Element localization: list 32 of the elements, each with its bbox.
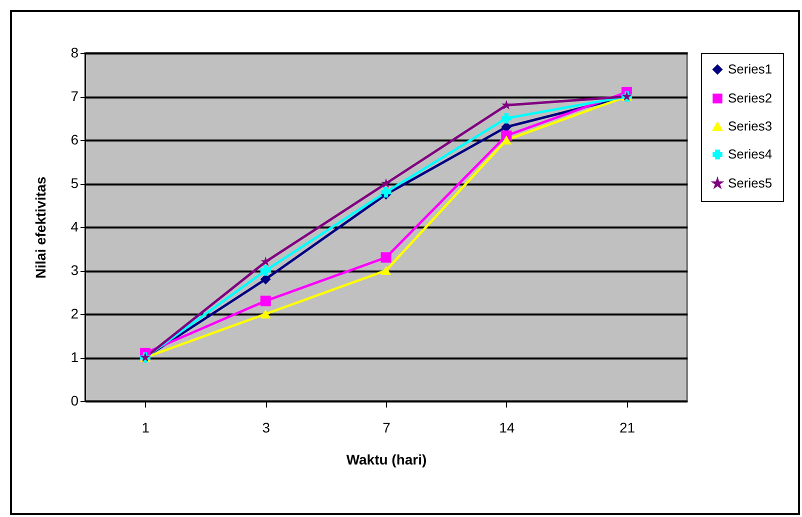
y-tick-label: 1 (70, 349, 79, 365)
point (260, 256, 271, 266)
legend-label: Series5 (728, 176, 772, 190)
point (501, 135, 512, 145)
y-tick-label: 0 (70, 392, 79, 408)
legend-label: Series3 (728, 118, 772, 134)
y-tick-label: 7 (70, 88, 79, 104)
point (260, 309, 271, 319)
point (260, 265, 271, 276)
point (501, 113, 512, 124)
y-tick-label: 2 (70, 306, 79, 322)
y-tick-label: 8 (70, 44, 79, 60)
x-tick-label: 1 (142, 420, 150, 436)
y-tick-label: 5 (70, 175, 79, 191)
x-tick-label: 3 (262, 420, 270, 436)
legend-label: Series1 (728, 62, 772, 76)
y-axis-title: Nilai efektivitas (32, 176, 49, 278)
x-tick-label: 7 (382, 420, 391, 436)
y-tick-label: 4 (70, 218, 79, 234)
point (380, 252, 392, 263)
point (501, 100, 512, 110)
x-tick-label: 21 (620, 420, 636, 436)
point (260, 296, 271, 306)
point (380, 186, 392, 198)
point (380, 266, 392, 276)
x-axis-title: Waktu (hari) (346, 452, 427, 468)
point (381, 178, 391, 188)
y-tick-label: 3 (70, 262, 79, 278)
x-tick-label: 14 (499, 420, 515, 436)
legend-label: Series4 (728, 146, 772, 162)
y-tick-label: 6 (70, 132, 79, 148)
legend-label: Series2 (728, 90, 772, 106)
